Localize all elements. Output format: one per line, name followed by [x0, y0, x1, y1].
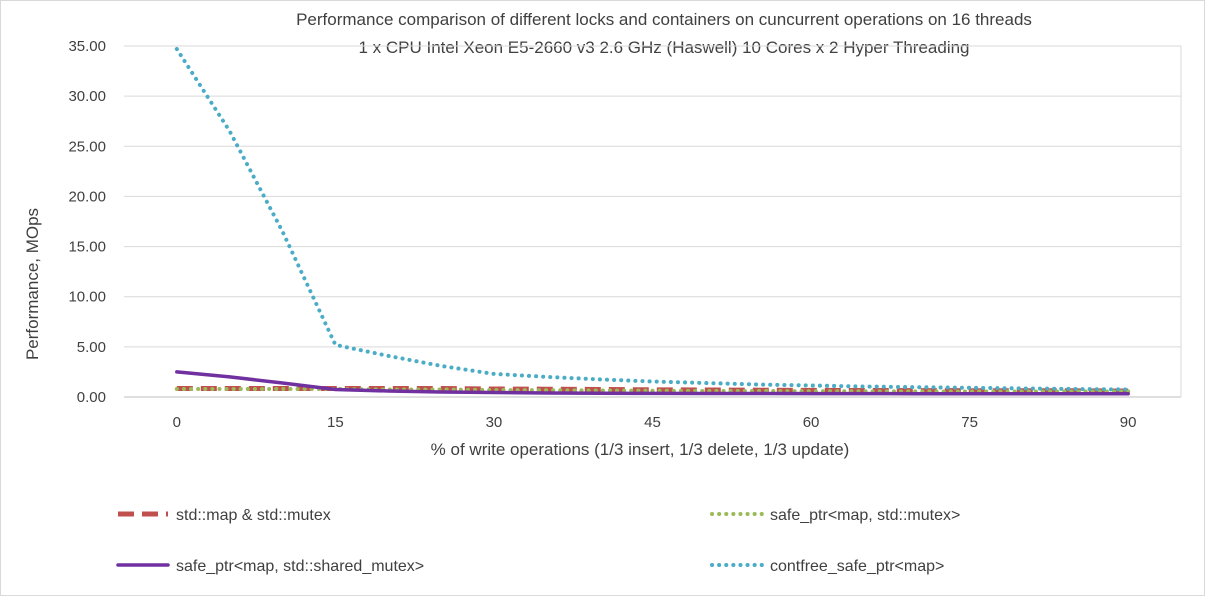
y-axis-title: Performance, MOps — [23, 208, 42, 360]
y-tick-label: 15.00 — [68, 239, 106, 256]
x-tick-label: 90 — [1120, 414, 1137, 431]
y-tick-label: 20.00 — [68, 188, 106, 205]
x-tick-label: 45 — [644, 414, 661, 431]
x-tick-label: 30 — [486, 414, 503, 431]
x-tick-label: 0 — [173, 414, 181, 431]
y-tick-label: 10.00 — [68, 289, 106, 306]
series-line-4 — [174, 47, 1131, 392]
y-tick-label: 5.00 — [77, 339, 106, 356]
legend-label-1: std::map & std::mutex — [176, 507, 331, 524]
x-tick-label: 15 — [327, 414, 344, 431]
x-tick-label: 60 — [803, 414, 820, 431]
x-axis-title: % of write operations (1/3 insert, 1/3 d… — [431, 440, 850, 459]
legend-label-3: safe_ptr<map, std::shared_mutex> — [176, 558, 424, 575]
series-line-3 — [175, 370, 1130, 396]
y-tick-label: 0.00 — [77, 389, 106, 406]
series-line-2 — [174, 387, 1131, 394]
legend-label-4: contfree_safe_ptr<map> — [770, 558, 944, 575]
y-tick-label: 30.00 — [68, 88, 106, 105]
legend-label-2: safe_ptr<map, std::mutex> — [770, 507, 960, 524]
y-tick-label: 35.00 — [68, 38, 106, 55]
chart-subtitle: 1 x CPU Intel Xeon E5-2660 v3 2.6 GHz (H… — [358, 38, 969, 57]
y-tick-label: 25.00 — [68, 138, 106, 155]
chart-title: Performance comparison of different lock… — [296, 10, 1032, 29]
x-tick-label: 75 — [961, 414, 978, 431]
